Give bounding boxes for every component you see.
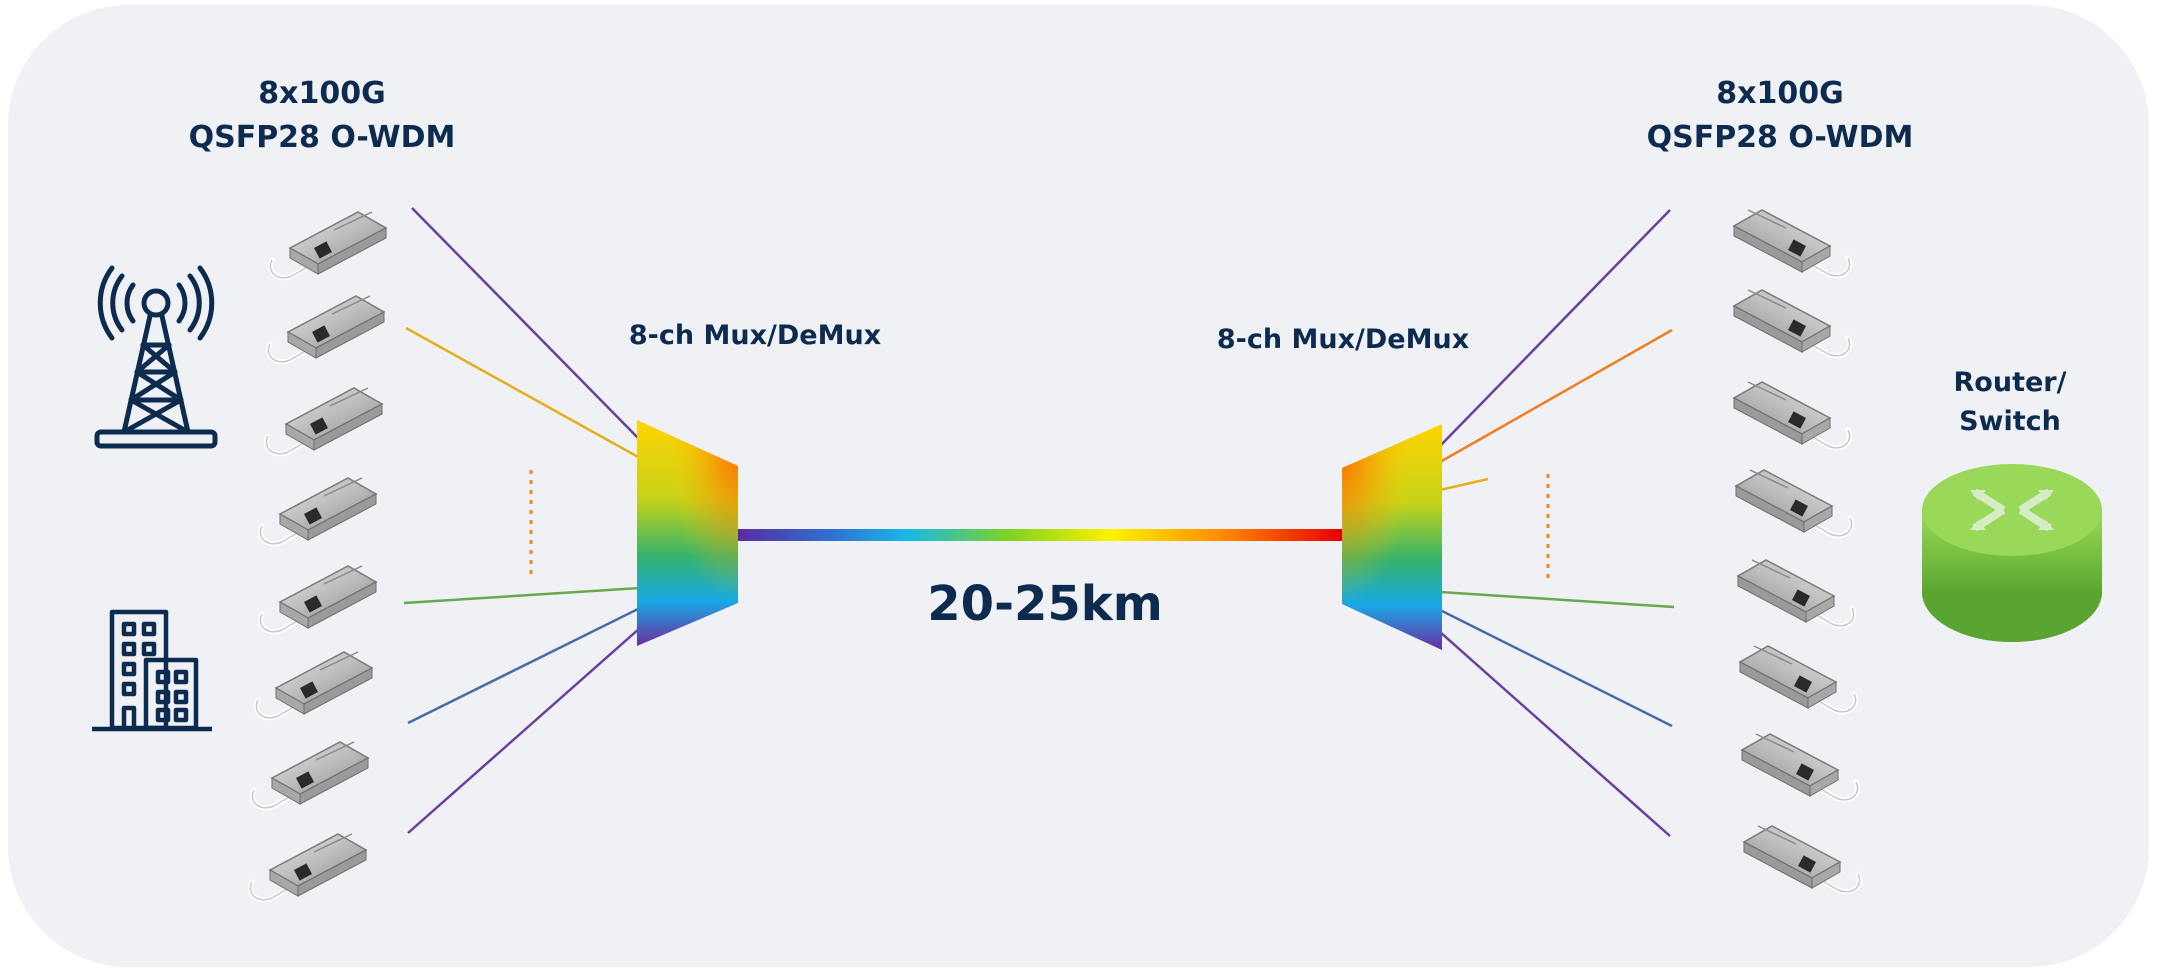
right-fiber-2 [1439,328,1673,464]
right-channel-fibers [1439,209,1675,837]
building-icon [92,609,212,732]
right-fiber-5 [1439,608,1673,728]
cell-tower-icon [94,265,218,449]
right-mux-demux [1342,424,1442,650]
left-fiber-1 [411,207,641,441]
left-module-label-line1: 8x100G [258,76,385,111]
distance-label: 20-25km [927,576,1162,632]
right-module-label-line2: QSFP28 O-WDM [1647,120,1914,155]
router-label-line2: Switch [1959,406,2061,437]
left-fiber-2 [405,326,641,460]
left-module-label-line2: QSFP28 O-WDM [189,120,456,155]
right-fiber-6 [1439,631,1671,837]
left-fiber-3 [403,586,641,605]
right-module-label-line1: 8x100G [1716,76,1843,111]
right-fiber-3 [1439,477,1489,492]
left-mux-demux [637,420,738,646]
right-fiber-1 [1439,209,1671,447]
left-fiber-5 [407,627,641,834]
left-fiber-4 [407,606,641,725]
left-channel-fibers [403,207,641,834]
diagram-background [8,5,2149,967]
router-switch-icon [1922,464,2102,642]
router-label-line1: Router/ [1954,367,2067,398]
trunk-fiber [738,529,1342,541]
right-fiber-4 [1439,590,1675,609]
left-mux-label: 8-ch Mux/DeMux [629,320,881,351]
right-mux-label: 8-ch Mux/DeMux [1217,324,1469,355]
